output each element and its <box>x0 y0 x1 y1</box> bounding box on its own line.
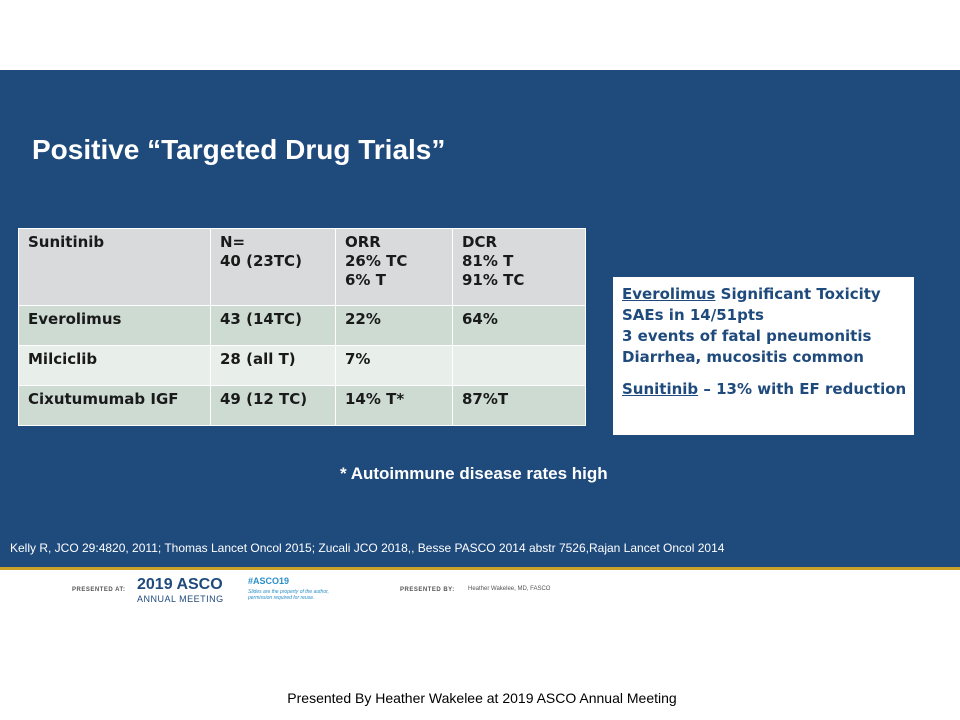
asco-logo-subtitle: ANNUAL MEETING <box>137 594 224 604</box>
toxicity-line-2: SAEs in 14/51pts <box>622 306 764 324</box>
table-cell-text: 40 (23TC) <box>220 252 302 270</box>
table-cell-text: 81% T <box>462 252 514 270</box>
table-cell-text: 43 (14TC) <box>220 310 302 328</box>
table-row: Everolimus 43 (14TC) 22% 64% <box>18 305 586 346</box>
table-cell: Milciclib <box>18 345 211 386</box>
table-cell: 7% <box>335 345 453 386</box>
table-cell-text: 91% TC <box>462 271 525 289</box>
table-cell-text: 49 (12 TC) <box>220 390 308 408</box>
table-cell-text: ORR <box>345 233 381 251</box>
asco-logo-year: 2019 ASCO <box>137 576 223 593</box>
table-cell: 49 (12 TC) <box>210 385 336 426</box>
references: Kelly R, JCO 29:4820, 2011; Thomas Lance… <box>10 541 725 555</box>
table-cell-text: 87%T <box>462 390 509 408</box>
table-cell-text: DCR <box>462 233 498 251</box>
slide-title: Positive “Targeted Drug Trials” <box>32 134 446 165</box>
table-cell: Sunitinib <box>18 228 211 306</box>
table-row: Cixutumumab IGF 49 (12 TC) 14% T* 87%T <box>18 385 586 426</box>
everolimus-drug-name: Everolimus <box>622 285 716 303</box>
toxicity-line-1: Everolimus Significant Toxicity <box>622 284 905 305</box>
toxicity-line-5: Sunitinib – 13% with EF reduction <box>622 379 907 400</box>
table-cell-text: 26% TC <box>345 252 408 270</box>
table-cell: ORR 26% TC 6% T <box>335 228 453 306</box>
table-cell: 22% <box>335 305 453 346</box>
table-cell-text: 22% <box>345 310 381 328</box>
table-cell-text: Everolimus <box>28 310 122 328</box>
sunitinib-drug-name: Sunitinib <box>622 380 699 398</box>
table-cell-text: Cixutumumab IGF <box>28 390 179 408</box>
page-caption: Presented By Heather Wakelee at 2019 ASC… <box>287 690 677 706</box>
table-cell-text: Sunitinib <box>28 233 105 251</box>
rights-line-2: permission required for reuse. <box>248 595 315 601</box>
table-cell: 43 (14TC) <box>210 305 336 346</box>
presenter-name: Heather Wakelee, MD, FASCO <box>468 586 551 592</box>
table-cell: N= 40 (23TC) <box>210 228 336 306</box>
presented-at-label: PRESENTED AT: <box>72 587 126 593</box>
table-cell: DCR 81% T 91% TC <box>452 228 586 306</box>
footer-divider <box>0 567 960 570</box>
hashtag: #ASCO19 <box>248 576 290 586</box>
toxicity-line-3: 3 events of fatal pneumonitis <box>622 327 872 345</box>
table-cell: 64% <box>452 305 586 346</box>
table-cell: Cixutumumab IGF <box>18 385 211 426</box>
table-cell-text: 7% <box>345 350 371 368</box>
table-cell: Everolimus <box>18 305 211 346</box>
toxicity-line-5-text: – 13% with EF reduction <box>698 380 907 398</box>
toxicity-line-1-text: Significant Toxicity <box>715 285 881 303</box>
footnote: * Autoimmune disease rates high <box>340 464 608 483</box>
table-header-row: Sunitinib N= 40 (23TC) ORR 26% TC 6% T DCR 81% … <box>18 228 586 306</box>
table-cell <box>452 345 586 386</box>
toxicity-callout: Everolimus Significant Toxicity SAEs in … <box>613 277 914 435</box>
trials-table: Sunitinib N= 40 (23TC) ORR 26% TC 6% T DCR 81% … <box>18 228 586 426</box>
table-row: Milciclib 28 (all T) 7% <box>18 345 586 386</box>
rights-notice: Slides are the property of the author, p… <box>248 589 329 601</box>
table-cell-text: N= <box>220 233 246 251</box>
asco-logo: 2019 ASCO ANNUAL MEETING <box>137 576 235 606</box>
table-cell: 87%T <box>452 385 586 426</box>
table-cell-text: 6% T <box>345 271 386 289</box>
table-cell: 14% T* <box>335 385 453 426</box>
table-cell-text: 28 (all T) <box>220 350 296 368</box>
table-cell: 28 (all T) <box>210 345 336 386</box>
presented-by-label: PRESENTED BY: <box>400 587 455 593</box>
table-cell-text: Milciclib <box>28 350 98 368</box>
toxicity-line-4: Diarrhea, mucositis common <box>622 348 864 366</box>
rights-line-1: Slides are the property of the author, <box>248 589 329 595</box>
table-cell-text: 64% <box>462 310 498 328</box>
table-cell-text: 14% T* <box>345 390 405 408</box>
